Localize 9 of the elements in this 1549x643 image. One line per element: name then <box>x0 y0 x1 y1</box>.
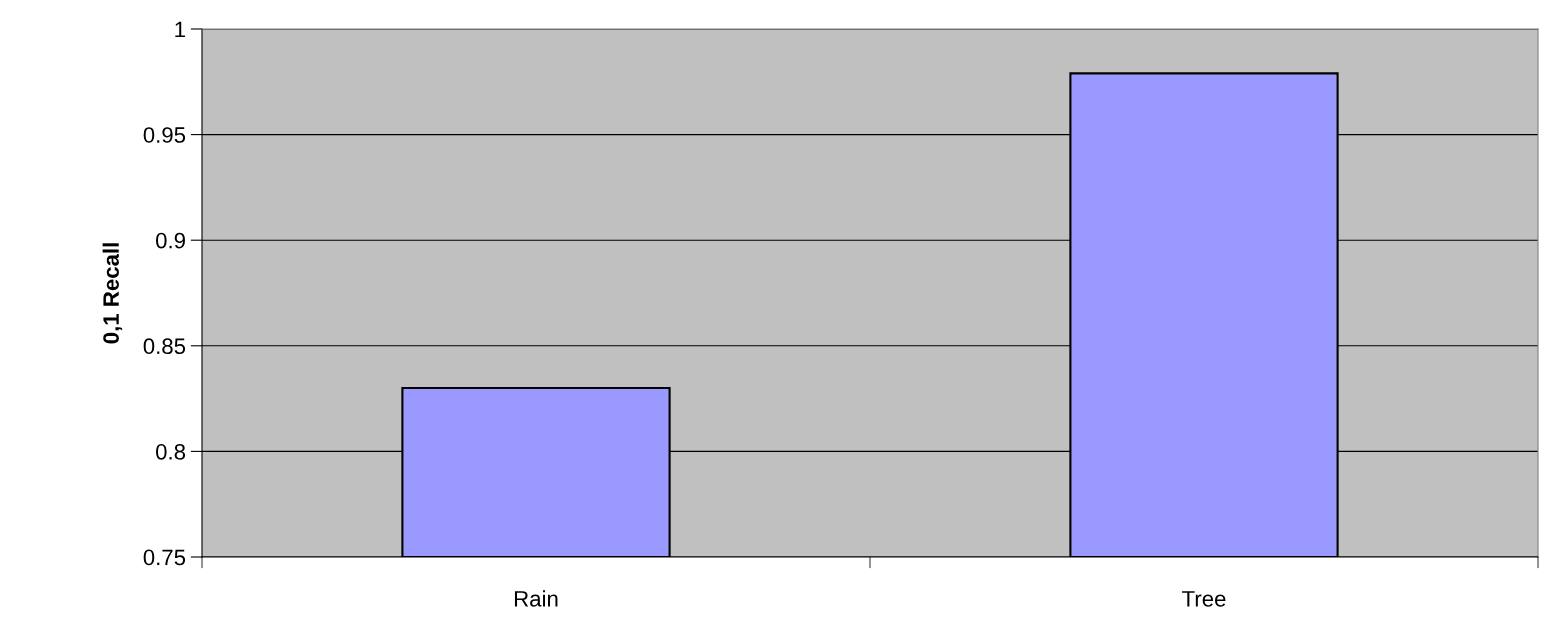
y-tick-label: 0.85 <box>143 338 186 355</box>
y-tick-label: 0.75 <box>143 549 186 566</box>
y-tick-label: 0.8 <box>156 443 186 460</box>
y-tick-label: 1 <box>175 21 185 38</box>
x-tick-label: Tree <box>1182 591 1226 607</box>
y-tick-label: 0.9 <box>156 232 185 249</box>
y-tick-label: 0.95 <box>143 127 186 143</box>
x-tick-label: Rain <box>514 590 558 607</box>
y-axis-title: 0,1 Recall <box>102 243 123 344</box>
